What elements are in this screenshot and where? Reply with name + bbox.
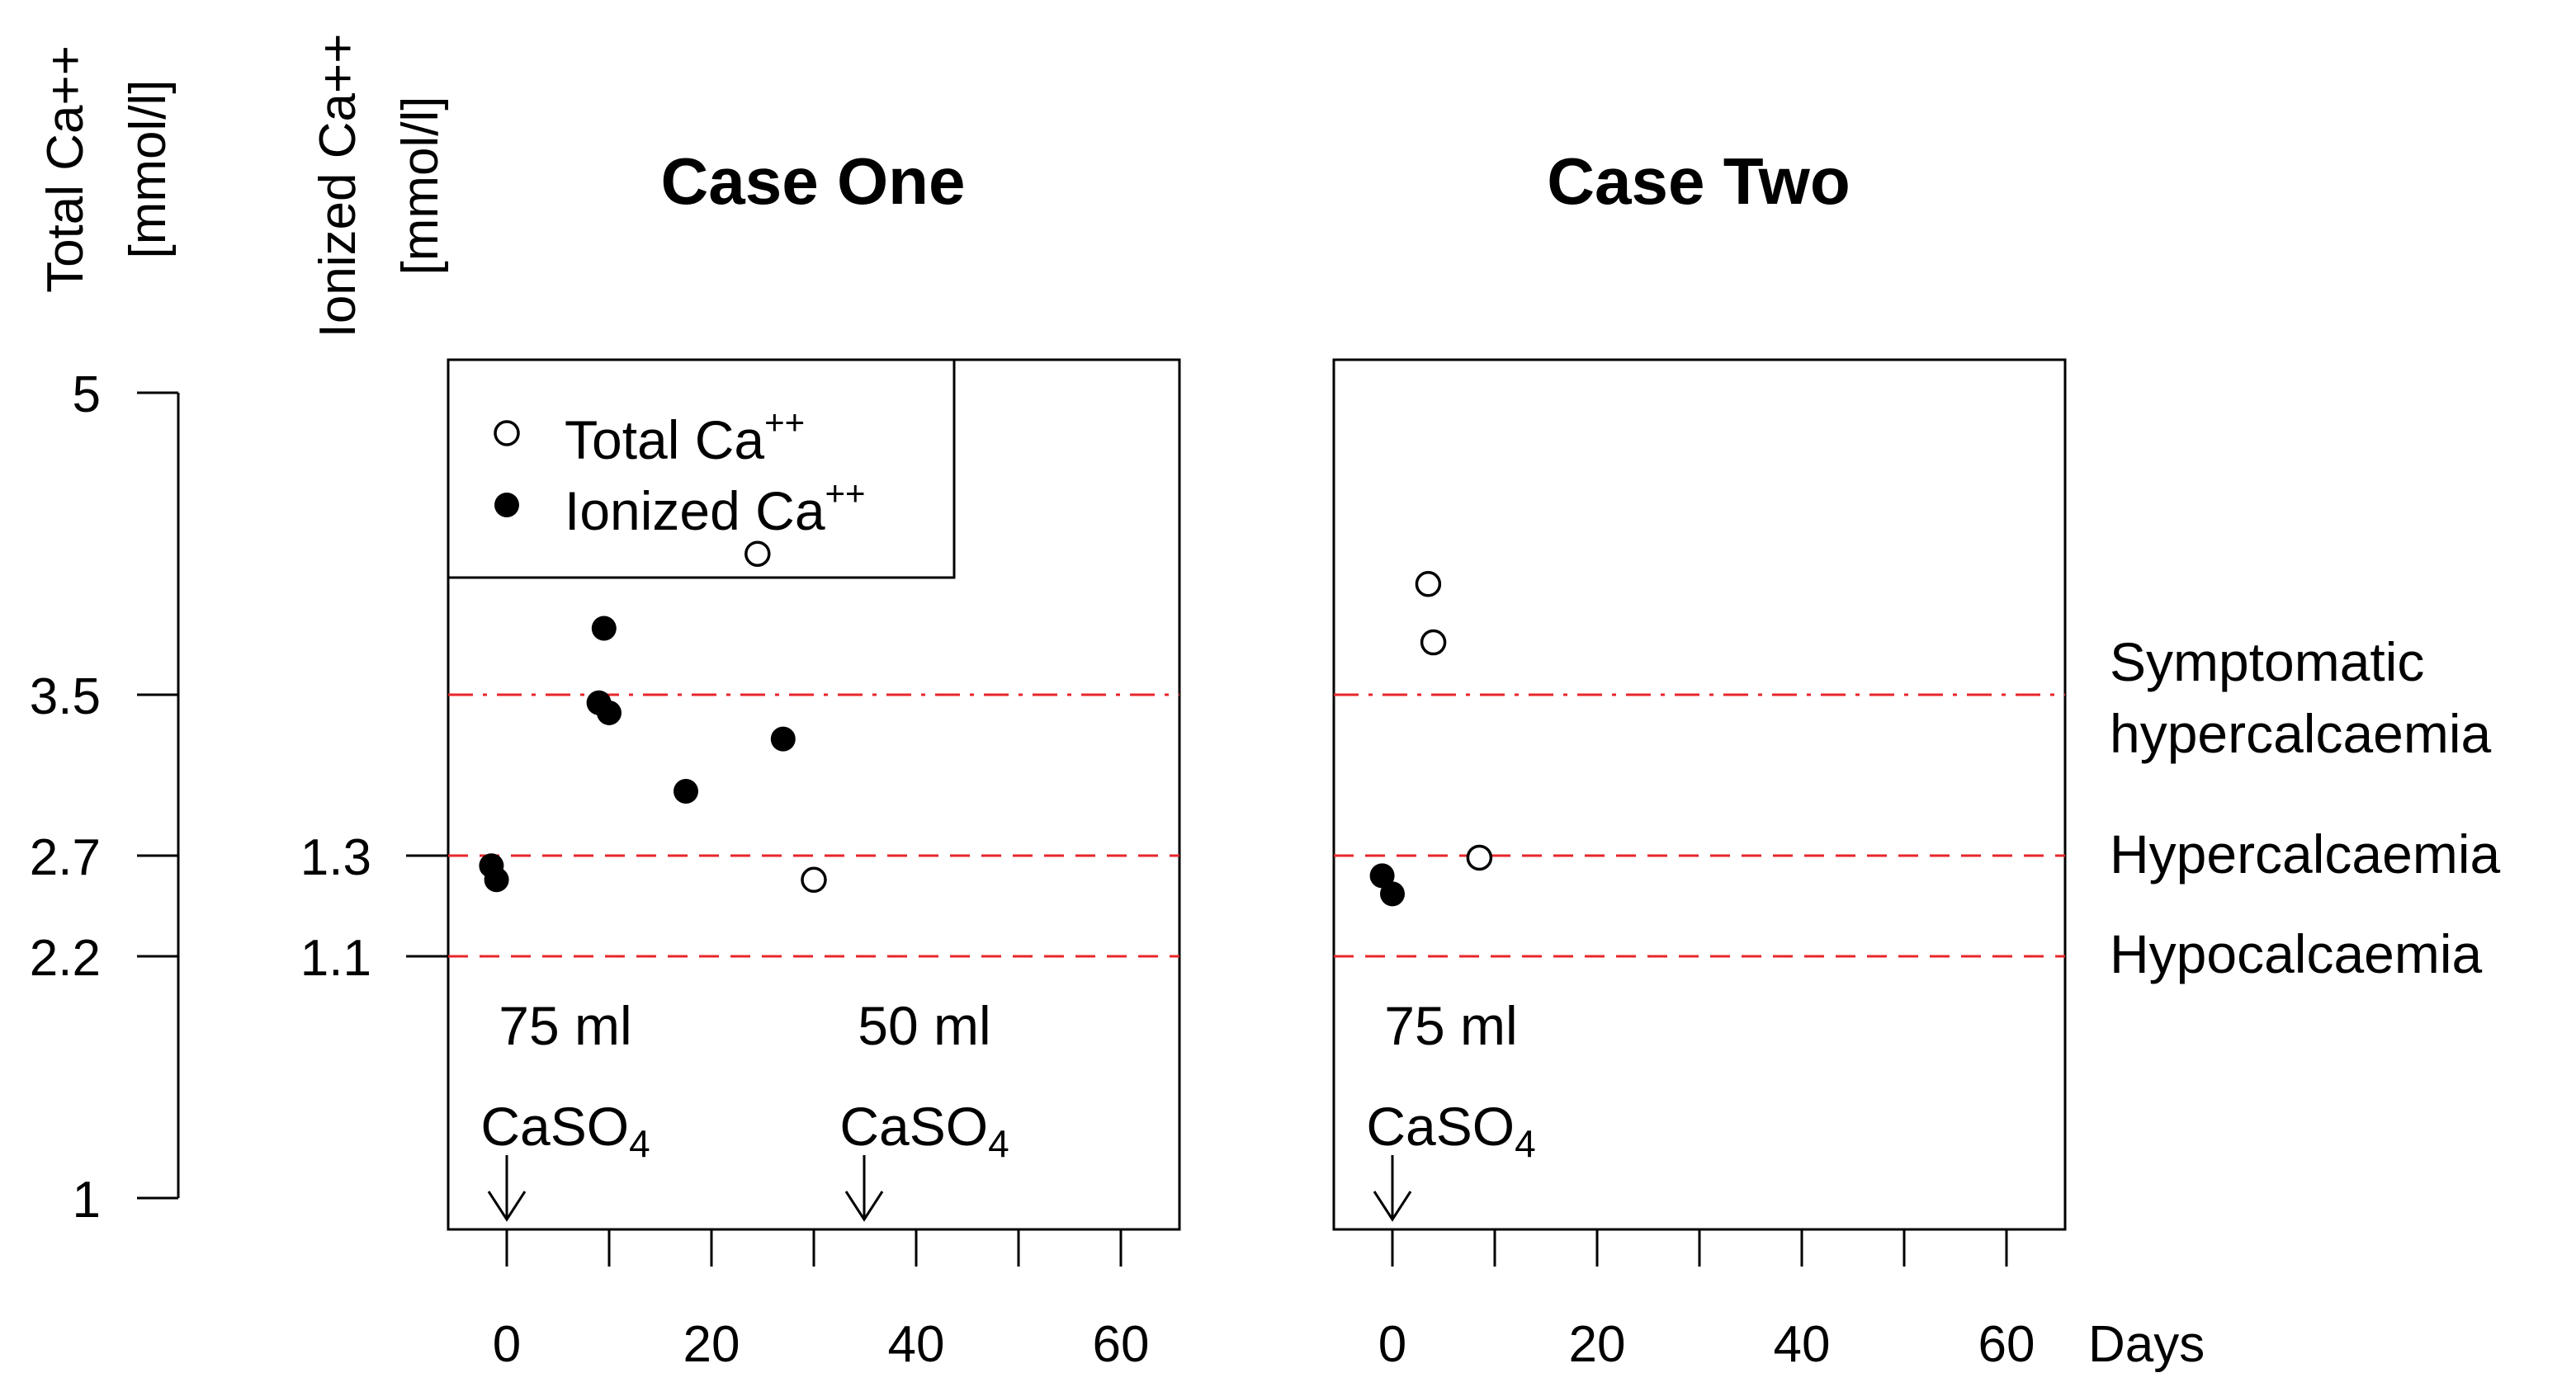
legend: Total Ca++ Ionized Ca++ [447,358,956,579]
dose-drug-text: CaSO [480,1096,629,1157]
legend-box [447,358,956,579]
total-axis-ticks: 5 3.5 2.7 2.2 1 [30,366,178,1229]
dose-drug-label: CaSO4 [1366,1096,1535,1165]
dose-volume-label: 75 ml [1384,995,1517,1056]
total-ca-point [1466,844,1493,871]
dose-drug-label: CaSO4 [839,1096,1009,1165]
x-tick-label-20: 20 [1569,1316,1626,1373]
total-axis-title-line1: Total Ca++ [37,45,94,293]
ionized-ca-point [1369,863,1395,889]
ionized-ca-point [597,700,622,725]
dose-drug-text: CaSO [839,1096,988,1157]
reference-labels: Symptomatic hypercalcaemia Hypercalcaemi… [2110,631,2500,984]
legend-label-total-text: Total Ca [565,409,764,470]
total-tick-label-1: 1 [73,1172,101,1229]
ionized-ca-point [591,616,617,641]
legend-label-total-sup: ++ [764,403,805,441]
dose-volume-label: 50 ml [858,995,990,1056]
x-tick-label-40: 40 [1774,1316,1831,1373]
dose-drug-label: CaSO4 [480,1096,650,1165]
x-tick-label-60: 60 [1978,1316,2035,1373]
ionized-ca-point [674,779,698,804]
ionized-ca-point [484,867,509,893]
legend-label-ionized-text: Ionized Ca [565,480,825,541]
x-tick-label-60: 60 [1093,1316,1150,1373]
panel-case-one: Case One Total Ca++ Ionized Ca++ 75 ml C… [447,144,1181,1373]
ionized-axis-ticks: 1.3 1.1 [300,829,447,987]
x-tick-label-0: 0 [1378,1316,1406,1373]
points-case-two [1369,571,1493,907]
total-ca-point [1420,629,1447,656]
dose-drug-subscript: 4 [988,1122,1009,1165]
x-axis-unit-days: Days [2088,1316,2205,1373]
legend-marker-ionized [494,493,519,517]
dose-case-one-2: 50 ml CaSO4 [839,995,1009,1222]
total-ca-point [1415,571,1442,597]
x-ticks-case-one: 0 20 40 60 [493,1229,1150,1373]
total-axis-title-line2: [mmol/l] [120,80,177,259]
ref-label-hypercalcaemia: Hypercalcaemia [2110,823,2500,885]
x-tick-label-0: 0 [493,1316,521,1373]
ref-label-symptomatic-line1: Symptomatic [2110,631,2424,692]
legend-label-ionized-sup: ++ [825,474,866,512]
ionized-ca-point [770,726,796,752]
dose-drug-subscript: 4 [629,1122,650,1165]
legend-label-total: Total Ca++ [565,403,805,470]
dose-arrow-icon [487,1155,527,1222]
total-ca-point [801,866,827,894]
ionized-tick-label-1.1: 1.1 [300,930,371,987]
dose-arrow-icon [844,1155,884,1222]
total-tick-label-2.2: 2.2 [30,930,101,987]
ref-label-symptomatic-line2: hypercalcaemia [2110,703,2492,764]
legend-marker-total [494,420,520,446]
panel-title-case-one: Case One [660,144,965,218]
dose-arrow-icon [1373,1155,1412,1222]
x-ticks-case-two: 0 20 40 60 [1378,1229,2035,1373]
ionized-ca-point [1380,881,1405,907]
dose-case-two-1: 75 ml CaSO4 [1366,995,1536,1222]
points-case-one [479,540,827,894]
ionized-axis-title-line1: Ionized Ca++ [310,34,366,338]
panel-title-case-two: Case Two [1547,144,1850,218]
x-tick-label-40: 40 [888,1316,945,1373]
total-tick-label-3.5: 3.5 [30,668,101,725]
dose-drug-text: CaSO [1366,1096,1515,1157]
total-tick-label-5: 5 [73,366,101,423]
legend-label-ionized: Ionized Ca++ [565,474,866,541]
dose-case-one-1: 75 ml CaSO4 [480,995,650,1222]
dose-volume-label: 75 ml [499,995,631,1056]
x-tick-label-20: 20 [683,1316,740,1373]
panel-case-two: Case Two 75 ml CaSO4 0 20 40 60 [1332,144,2205,1373]
dose-drug-subscript: 4 [1515,1122,1536,1165]
ionized-tick-label-1.3: 1.3 [300,829,371,886]
ref-label-hypocalcaemia: Hypocalcaemia [2110,923,2482,984]
total-tick-label-2.7: 2.7 [30,829,101,886]
total-ca-point [744,540,771,567]
ionized-axis-title-line2: [mmol/l] [392,97,449,276]
